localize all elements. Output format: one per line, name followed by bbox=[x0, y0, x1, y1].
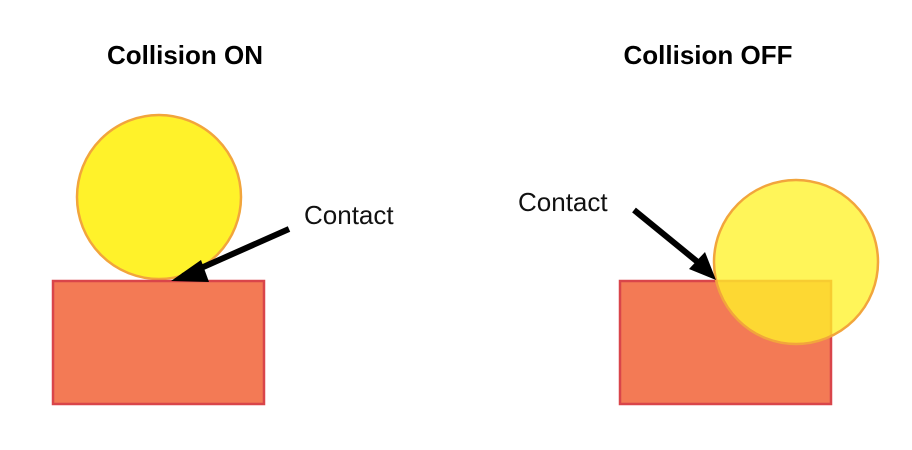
contact-arrowhead bbox=[171, 260, 209, 282]
panel-collision-off: Collision OFF Contact bbox=[518, 40, 880, 406]
contact-label: Contact bbox=[304, 200, 394, 230]
contact-arrow bbox=[632, 207, 707, 271]
ball-circle bbox=[75, 113, 243, 281]
ball-circle-overlapping bbox=[712, 178, 880, 346]
panel-title-collision-on: Collision ON bbox=[107, 40, 263, 70]
contact-label: Contact bbox=[518, 187, 608, 217]
panel-title-collision-off: Collision OFF bbox=[624, 40, 793, 70]
panel-collision-on: Collision ON Contact bbox=[51, 40, 394, 406]
ground-box bbox=[51, 279, 266, 406]
contact-arrowhead bbox=[689, 252, 716, 280]
